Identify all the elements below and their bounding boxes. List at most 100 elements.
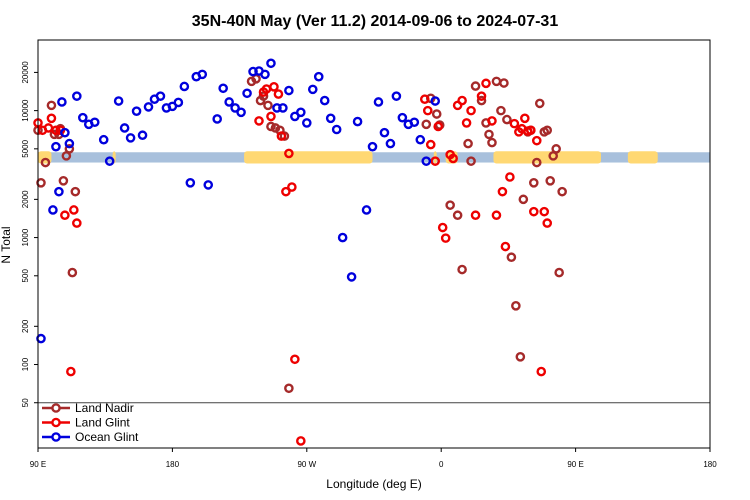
data-point [104,156,115,166]
data-points [33,58,567,446]
data-point [143,102,154,112]
y-tick-label: 10000 [21,99,30,122]
x-tick-label: 90 E [30,460,46,469]
data-point [212,114,222,124]
x-tick-label: 90 W [297,460,316,469]
data-point [531,135,542,146]
data-point [409,117,420,128]
y-axis-label: N Total [0,226,13,263]
data-point [242,88,252,99]
data-point [496,105,506,116]
data-point [54,186,64,197]
data-point [391,91,402,101]
data-point [325,113,336,124]
data-point [301,118,312,128]
land-band-segment [493,151,601,164]
data-point [476,91,487,101]
legend-item: Ocean Glint [42,430,139,444]
data-point [230,103,240,113]
data-point [373,97,384,107]
data-point [452,210,463,221]
data-point [421,119,432,130]
data-point [60,127,70,138]
data-point [542,218,553,228]
data-point [173,97,184,108]
data-point [269,82,279,92]
data-point [57,97,67,107]
x-axis-label: Longitude (deg E) [326,477,421,491]
data-point [319,95,330,106]
series-ocean-glint [36,58,441,344]
legend-item: Land Glint [42,416,130,430]
data-point [284,148,294,159]
data-point [66,366,76,377]
data-point [36,178,46,188]
data-point [487,137,497,148]
legend-label: Ocean Glint [75,430,139,444]
data-point [185,178,196,188]
x-axis: 90 E 180 90 W 0 90 E 180 [30,448,717,469]
data-point [64,144,75,154]
y-tick-label: 100 [21,357,30,371]
data-point [425,139,436,150]
data-point [515,352,526,362]
data-point [51,125,61,136]
data-point [419,94,430,105]
data-point [531,157,542,168]
data-point [415,134,426,145]
data-point [203,180,214,190]
data-point [497,186,508,197]
data-point [545,176,556,186]
data-point [526,125,536,136]
data-point [72,218,82,228]
data-point [278,103,288,113]
data-point [437,222,448,233]
plot-frame [37,39,711,449]
data-point [48,205,58,215]
data-point [46,100,57,111]
data-point [197,69,208,80]
data-point [260,69,270,80]
y-axis: 50 100 200 500 1000 2000 5000 10000 20000 [21,61,38,407]
data-point [58,176,69,186]
data-point [113,96,124,106]
data-point [70,186,81,197]
data-point [67,267,78,278]
data-point [78,112,88,123]
data-point [421,156,432,166]
data-point [131,106,142,116]
data-point [440,233,451,243]
data-point [542,125,553,136]
legend-label: Land Glint [75,416,130,430]
legend-item: Land Nadir [42,401,134,415]
y-tick-label: 20000 [21,61,30,84]
data-point [491,210,502,221]
data-point [254,116,264,126]
legend-marker [51,432,61,442]
data-point [534,98,545,109]
data-point [284,383,294,394]
data-point [272,103,282,113]
legend-marker [51,403,61,413]
data-point [385,138,396,149]
y-tick-label: 50 [21,398,30,407]
data-point [125,133,136,143]
data-point [307,84,318,95]
data-point [276,131,287,141]
y-tick-label: 200 [21,319,30,333]
data-point [476,95,487,106]
data-point [487,116,497,126]
series-land-nadir [33,74,567,394]
data-point [466,105,476,116]
x-tick-label: 90 E [567,460,583,469]
data-point [313,71,324,82]
data-point [36,333,46,344]
data-point [224,97,234,107]
land-ocean-band [38,151,710,164]
data-point [236,107,246,118]
y-tick-label: 2000 [21,190,30,208]
data-point [287,182,297,192]
data-point [352,116,363,127]
land-band-segment [627,151,658,164]
land-band-segment [244,151,373,164]
